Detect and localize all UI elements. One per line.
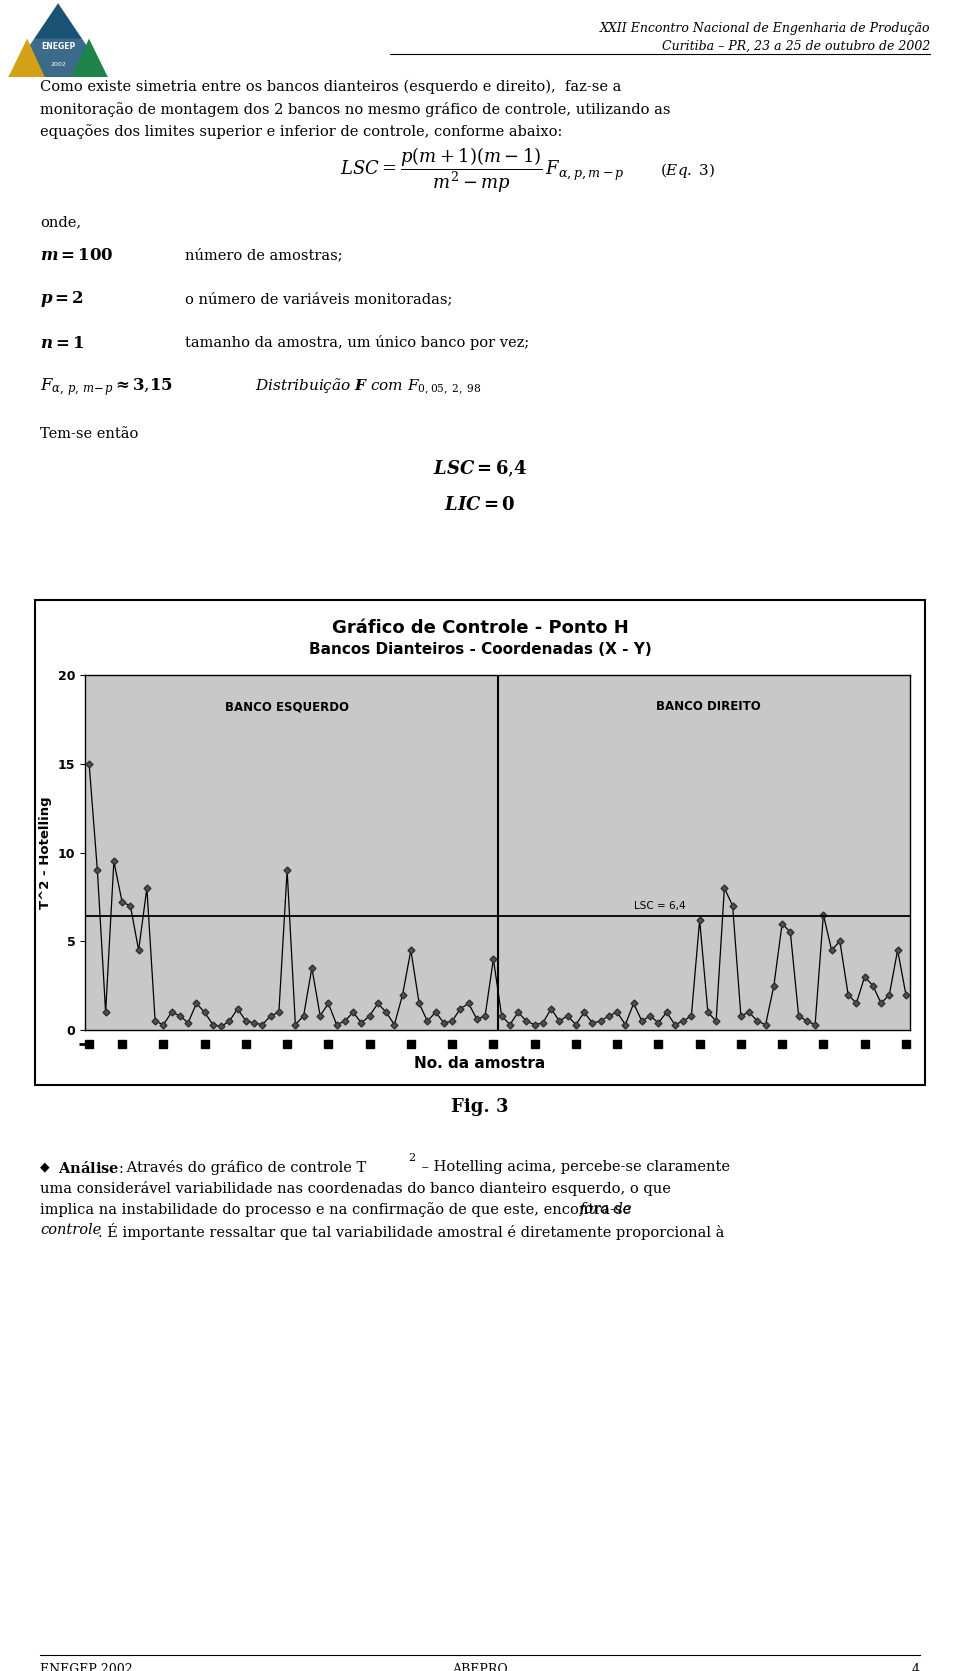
Text: 2: 2 xyxy=(408,1153,415,1163)
Text: Curitiba – PR, 23 a 25 de outubro de 2002: Curitiba – PR, 23 a 25 de outubro de 200… xyxy=(661,40,930,53)
Text: BANCO DIREITO: BANCO DIREITO xyxy=(656,700,760,714)
Text: Gráfico de Controle - Ponto H: Gráfico de Controle - Ponto H xyxy=(331,618,629,637)
Text: $\boldsymbol{p}$$\boldsymbol{= 2}$: $\boldsymbol{p}$$\boldsymbol{= 2}$ xyxy=(40,289,84,309)
Text: tamanho da amostra, um único banco por vez;: tamanho da amostra, um único banco por v… xyxy=(185,336,529,351)
Text: $\boldsymbol{LSC = 6{,}4}$: $\boldsymbol{LSC = 6{,}4}$ xyxy=(433,460,527,480)
Text: uma considerável variabilidade nas coordenadas do banco dianteiro esquerdo, o qu: uma considerável variabilidade nas coord… xyxy=(40,1181,671,1196)
Text: ENEGEP 2002: ENEGEP 2002 xyxy=(40,1663,132,1671)
Text: XXII Encontro Nacional de Engenharia de Produção: XXII Encontro Nacional de Engenharia de … xyxy=(599,22,930,35)
Text: Através do gráfico de controle T: Através do gráfico de controle T xyxy=(122,1160,367,1175)
Text: ABEPRO: ABEPRO xyxy=(452,1663,508,1671)
Text: monitoração de montagem dos 2 bancos no mesmo gráfico de controle, utilizando as: monitoração de montagem dos 2 bancos no … xyxy=(40,102,670,117)
Text: – Hotelling acima, percebe-se claramente: – Hotelling acima, percebe-se claramente xyxy=(417,1160,730,1175)
Text: equações dos limites superior e inferior de controle, conforme abaixo:: equações dos limites superior e inferior… xyxy=(40,124,563,139)
Text: implica na instabilidade do processo e na confirmação de que este, encontra-se: implica na instabilidade do processo e n… xyxy=(40,1201,636,1216)
Text: BANCO ESQUERDO: BANCO ESQUERDO xyxy=(226,700,349,714)
Text: $\boldsymbol{LIC = 0}$: $\boldsymbol{LIC = 0}$ xyxy=(444,496,516,515)
Text: 4: 4 xyxy=(912,1663,920,1671)
Text: . É importante ressaltar que tal variabilidade amostral é diretamente proporcion: . É importante ressaltar que tal variabi… xyxy=(98,1223,725,1240)
Text: controle: controle xyxy=(40,1223,101,1237)
Text: onde,: onde, xyxy=(40,216,82,229)
Text: 2002: 2002 xyxy=(50,62,66,67)
Polygon shape xyxy=(71,38,108,77)
Text: Como existe simetria entre os bancos dianteiros (esquerdo e direito),  faz-se a: Como existe simetria entre os bancos dia… xyxy=(40,80,621,94)
Bar xyxy=(35,600,925,1084)
Text: LSC = 6,4: LSC = 6,4 xyxy=(634,901,685,911)
Text: $\boldsymbol{m}$$\boldsymbol{= 100}$: $\boldsymbol{m}$$\boldsymbol{= 100}$ xyxy=(40,247,113,264)
Polygon shape xyxy=(9,38,45,77)
Polygon shape xyxy=(27,38,89,77)
Polygon shape xyxy=(9,3,108,77)
Text: $\mathbf{Análise}$:: $\mathbf{Análise}$: xyxy=(58,1160,124,1176)
Text: Fig. 3: Fig. 3 xyxy=(451,1098,509,1116)
Text: No. da amostra: No. da amostra xyxy=(415,1056,545,1071)
Text: $(Eq.\;3)$: $(Eq.\;3)$ xyxy=(660,160,715,179)
Text: o número de variáveis monitoradas;: o número de variáveis monitoradas; xyxy=(185,292,452,306)
Text: fora de: fora de xyxy=(580,1201,633,1216)
Text: ENEGEP: ENEGEP xyxy=(41,42,75,50)
Text: $\boldsymbol{F_{\alpha,\,p,\,m\!-\!p} \approx 3{,}15}$: $\boldsymbol{F_{\alpha,\,p,\,m\!-\!p} \a… xyxy=(40,376,173,398)
Text: Tem-se então: Tem-se então xyxy=(40,428,138,441)
Text: $LSC = \dfrac{p(m+1)(m-1)}{m^2 - mp}\, F_{\alpha,p,m-p}$: $LSC = \dfrac{p(m+1)(m-1)}{m^2 - mp}\, F… xyxy=(340,145,625,196)
Text: número de amostras;: número de amostras; xyxy=(185,247,343,262)
Text: $\boldsymbol{n}$$\boldsymbol{= 1}$: $\boldsymbol{n}$$\boldsymbol{= 1}$ xyxy=(40,334,84,351)
Y-axis label: T^2 - Hotelling: T^2 - Hotelling xyxy=(39,795,52,909)
Text: Bancos Dianteiros - Coordenadas (X - Y): Bancos Dianteiros - Coordenadas (X - Y) xyxy=(308,643,652,657)
Text: ◆: ◆ xyxy=(40,1160,50,1173)
Text: Distribuição $\boldsymbol{F}$ com $\boldsymbol{F_{0,05,\;2,\;98}}$: Distribuição $\boldsymbol{F}$ com $\bold… xyxy=(255,376,482,398)
